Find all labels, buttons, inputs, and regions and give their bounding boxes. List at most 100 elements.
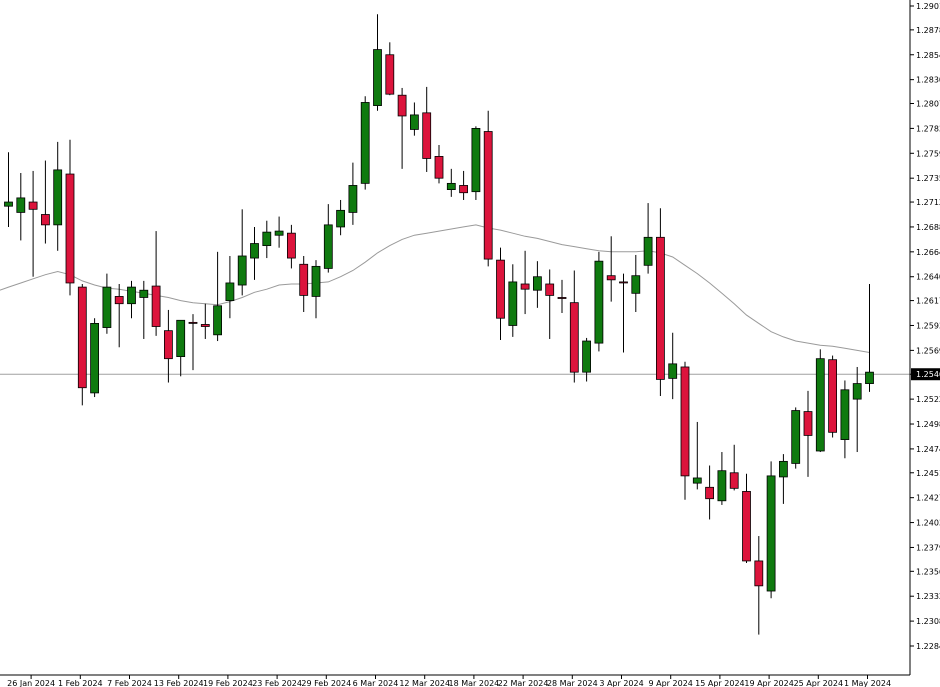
candle	[840, 380, 850, 459]
bearish-candle-body	[188, 321, 198, 324]
candle	[373, 14, 382, 111]
candle	[754, 536, 764, 635]
x-tick-label: 6 Mar 2024	[353, 679, 399, 687]
bearish-candle-body	[606, 275, 616, 281]
y-tick-label: 1.2854	[916, 51, 940, 60]
bullish-candle-body	[127, 286, 136, 305]
bullish-candle-body	[250, 243, 259, 259]
candle	[791, 407, 801, 469]
candle	[385, 42, 395, 96]
candle	[446, 168, 456, 197]
y-tick-label: 1.2356	[916, 567, 940, 576]
bearish-candle-body	[286, 232, 296, 259]
bearish-candle-body	[114, 296, 124, 305]
bearish-candle-body	[803, 411, 813, 436]
candle	[397, 87, 407, 169]
y-tick-label: 1.2759	[916, 149, 940, 158]
bearish-candle-body	[557, 297, 567, 299]
y-tick-label: 1.2712	[916, 198, 940, 207]
bearish-candle-body	[705, 486, 714, 500]
x-tick-label: 3 Apr 2024	[599, 679, 643, 687]
candle	[274, 216, 284, 248]
candle	[188, 314, 198, 371]
y-tick-label: 1.2427	[916, 494, 940, 503]
y-tick-label: 1.2284	[916, 642, 940, 651]
bullish-candle-body	[643, 236, 653, 266]
candle	[28, 170, 38, 277]
current-price-label-background	[911, 368, 940, 381]
bearish-candle-body	[656, 236, 665, 380]
bullish-candle-body	[225, 282, 235, 301]
bullish-candle-body	[323, 224, 333, 269]
x-tick-label: 7 Feb 2024	[107, 679, 152, 687]
bearish-candle-body	[200, 324, 210, 327]
candle	[237, 209, 247, 296]
y-tick-label: 1.2522	[916, 395, 940, 404]
candle	[779, 454, 788, 504]
x-tick-label: 18 Mar 2024	[449, 679, 500, 687]
x-tick-label: 1 May 2024	[844, 679, 891, 687]
candle	[643, 203, 653, 274]
x-tick-label: 19 Apr 2024	[744, 679, 793, 687]
candle	[53, 141, 63, 251]
y-tick-label: 1.2569	[916, 346, 940, 355]
current-price-label-text: 1.2546	[916, 370, 940, 379]
candle	[262, 220, 272, 259]
bearish-candle-body	[496, 259, 505, 319]
bullish-candle-body	[360, 102, 370, 184]
candle	[803, 390, 813, 477]
bearish-candle-body	[729, 472, 739, 489]
candle	[213, 251, 223, 342]
bullish-candle-body	[139, 289, 149, 298]
bullish-candle-body	[631, 275, 641, 294]
candle	[422, 86, 432, 172]
bearish-candle-body	[77, 286, 87, 389]
candle	[766, 461, 776, 599]
bearish-candle-body	[65, 173, 75, 284]
candle	[656, 208, 665, 397]
candle	[311, 260, 321, 319]
candle	[200, 303, 210, 339]
candle	[828, 355, 837, 438]
candle	[225, 255, 235, 319]
candle	[151, 231, 161, 336]
candle	[692, 421, 702, 490]
bullish-candle-body	[815, 358, 825, 452]
y-tick-label: 1.2830	[916, 76, 940, 85]
bearish-candle-body	[545, 283, 555, 296]
candle	[471, 126, 481, 200]
bullish-candle-body	[779, 460, 788, 478]
candle	[299, 255, 309, 312]
candle	[557, 279, 567, 314]
bullish-candle-body	[336, 209, 346, 228]
candle	[336, 199, 346, 236]
bullish-candle-body	[766, 475, 776, 592]
bearish-candle-body	[41, 214, 50, 226]
bullish-candle-body	[90, 323, 99, 394]
bullish-candle-body	[102, 286, 112, 328]
y-tick-label: 1.2664	[916, 248, 940, 257]
bearish-candle-body	[619, 281, 628, 284]
x-tick-label: 13 Feb 2024	[154, 679, 204, 687]
candle	[668, 332, 678, 400]
bullish-candle-body	[16, 197, 26, 213]
candle	[631, 254, 641, 312]
candle	[348, 162, 358, 225]
candle	[176, 319, 186, 377]
candle	[65, 139, 75, 296]
y-tick-label: 1.2735	[916, 174, 940, 183]
bullish-candle-body	[791, 410, 801, 464]
candle	[619, 273, 628, 353]
bearish-candle-body	[680, 366, 690, 477]
bullish-candle-body	[311, 265, 321, 297]
candle	[865, 283, 874, 392]
candle	[4, 152, 13, 227]
candle	[163, 309, 173, 383]
candle	[41, 160, 50, 244]
x-tick-label: 29 Feb 2024	[301, 679, 351, 687]
bearish-candle-body	[163, 330, 173, 360]
y-tick-label: 1.2379	[916, 543, 940, 552]
candle	[606, 236, 616, 302]
